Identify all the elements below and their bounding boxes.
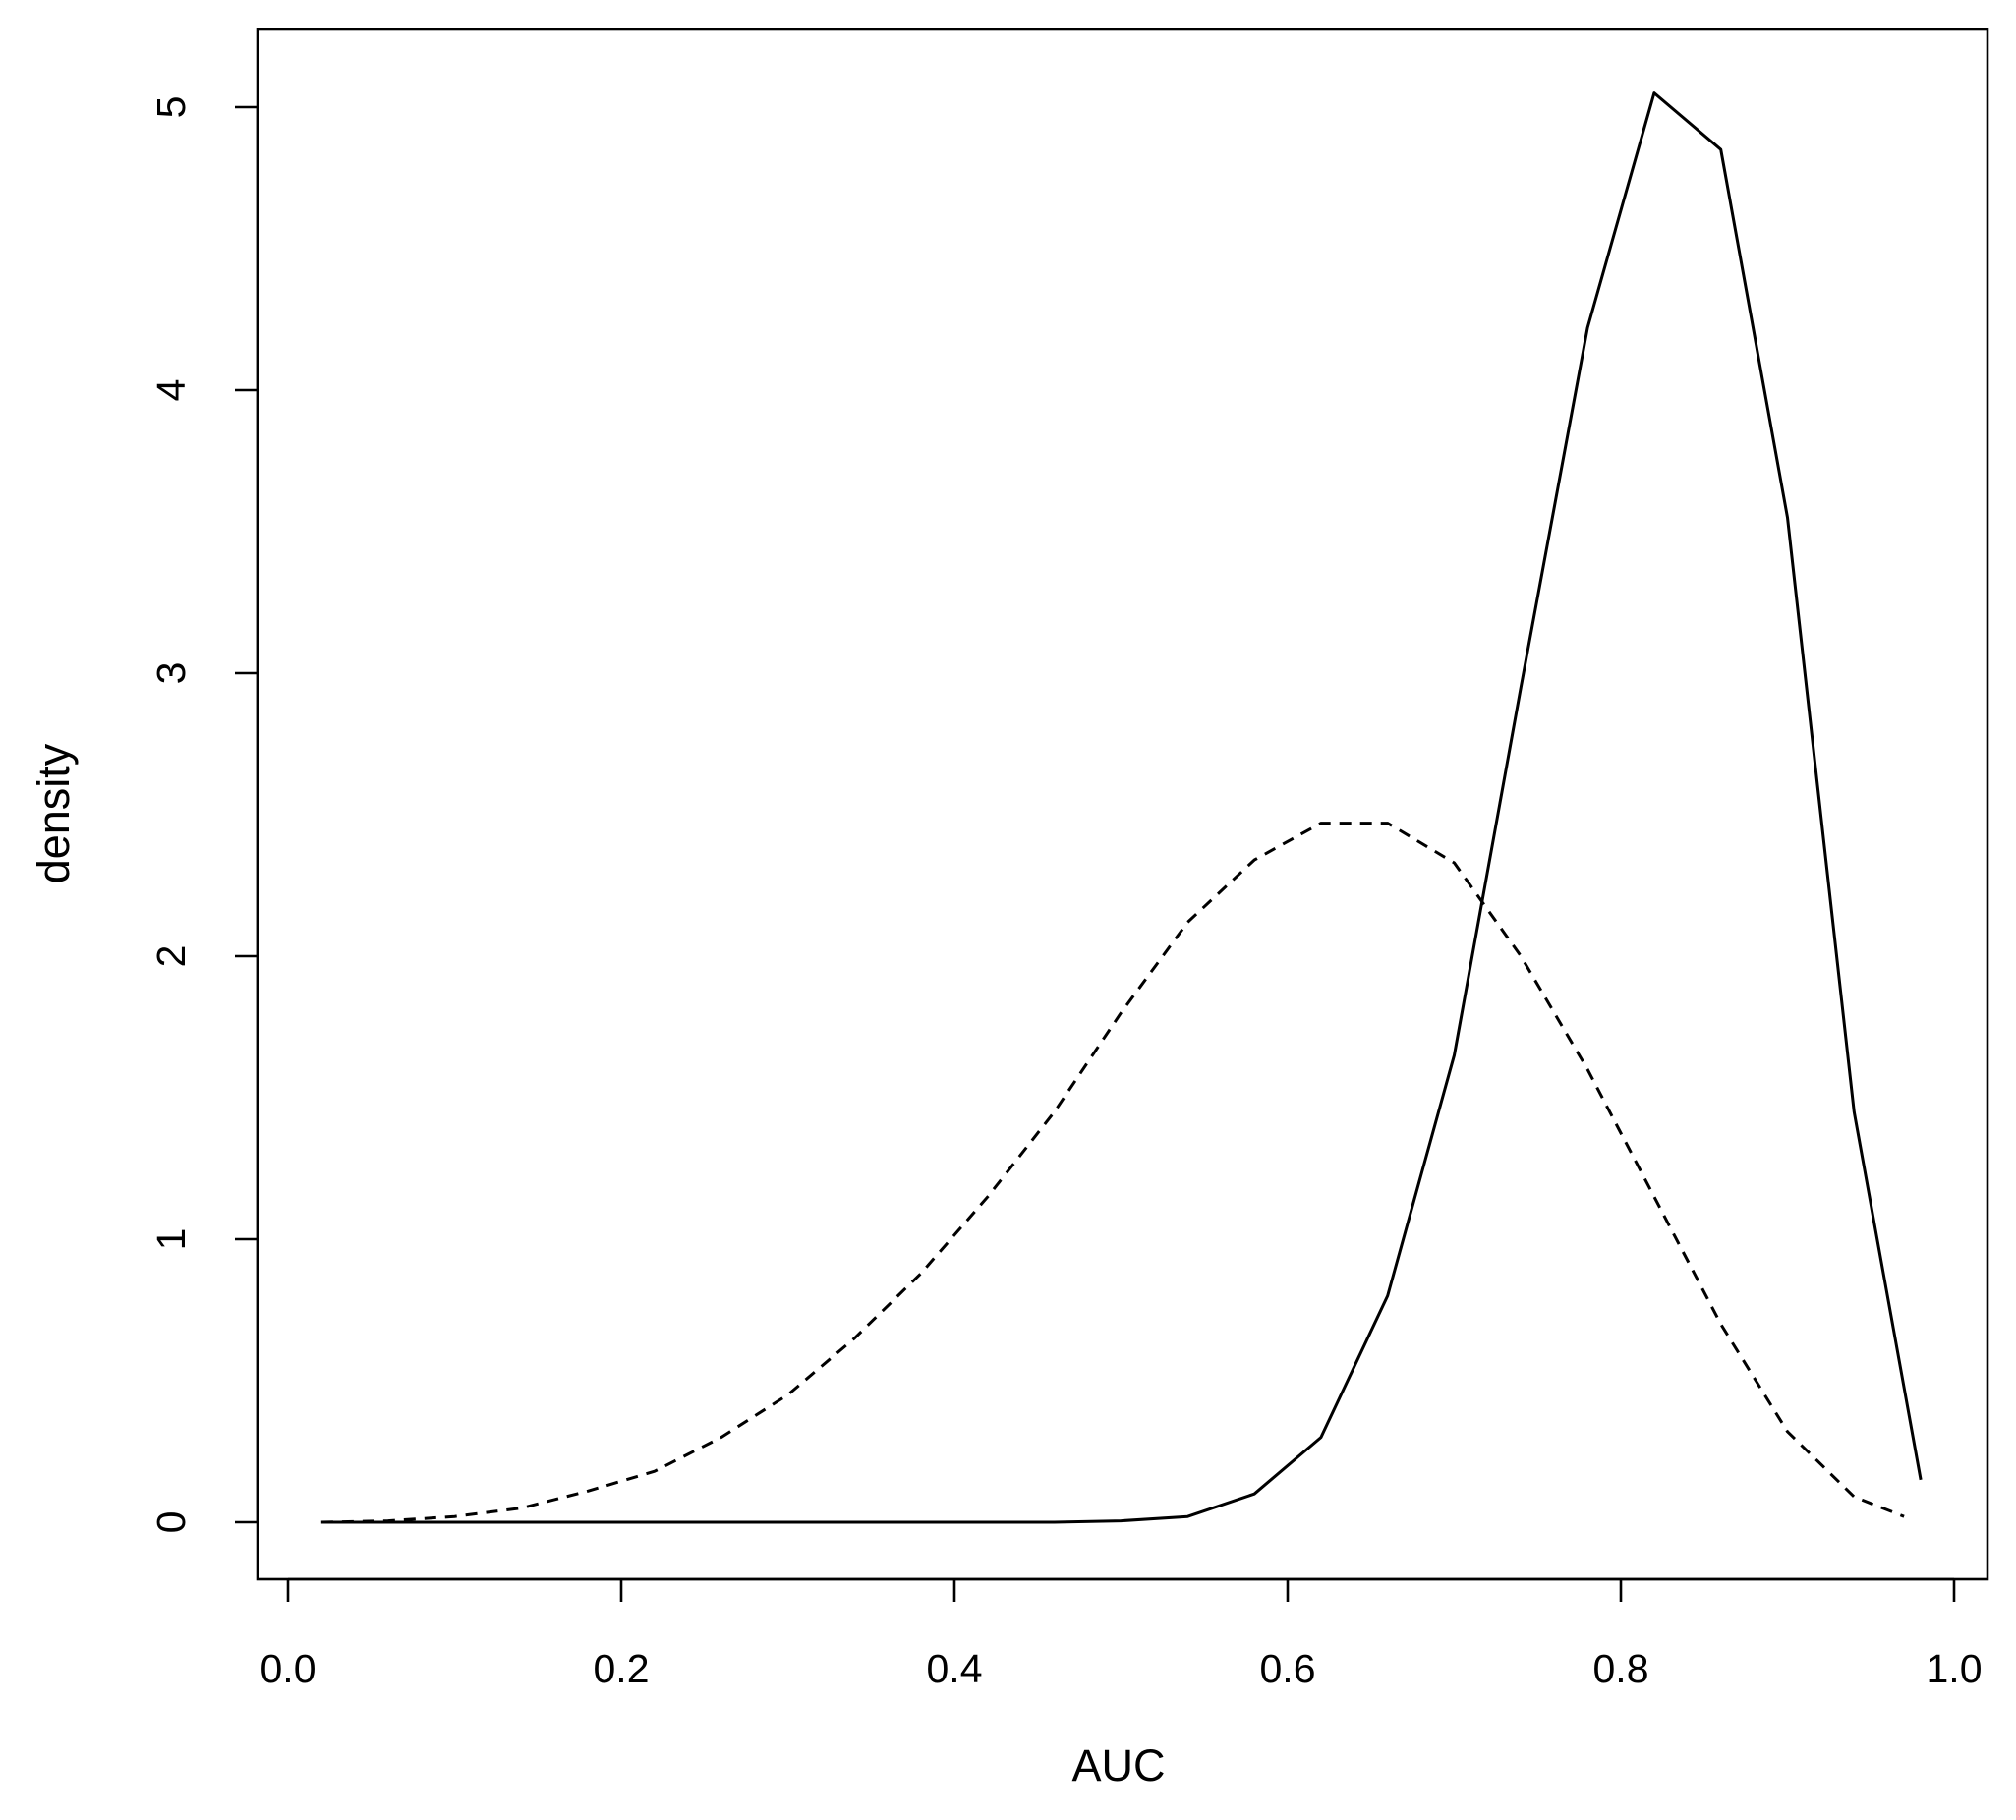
x-tick-label: 1.0 bbox=[1927, 1646, 1983, 1691]
x-tick-label: 0.6 bbox=[1260, 1646, 1316, 1691]
y-tick-label: 3 bbox=[148, 662, 194, 685]
y-tick-label: 1 bbox=[148, 1228, 194, 1251]
x-axis-title: AUC bbox=[1071, 1740, 1165, 1791]
y-tick-label: 4 bbox=[148, 379, 194, 402]
series-lines bbox=[320, 91, 1923, 1524]
x-tick-label: 0.4 bbox=[927, 1646, 983, 1691]
x-tick-label: 0.0 bbox=[260, 1646, 317, 1691]
y-axis-title: density bbox=[29, 743, 79, 883]
solid-density-line bbox=[320, 91, 1923, 1524]
x-tick-label: 0.2 bbox=[594, 1646, 650, 1691]
y-tick-label: 2 bbox=[148, 945, 194, 968]
y-tick-label: 5 bbox=[148, 96, 194, 119]
x-axis: 0.0 0.2 0.4 0.6 0.8 1.0 bbox=[260, 1577, 1983, 1691]
y-axis: 0 1 2 3 4 5 bbox=[148, 96, 259, 1534]
x-tick-label: 0.8 bbox=[1593, 1646, 1649, 1691]
dashed-density-line bbox=[320, 822, 1905, 1524]
y-tick-label: 0 bbox=[148, 1511, 194, 1534]
